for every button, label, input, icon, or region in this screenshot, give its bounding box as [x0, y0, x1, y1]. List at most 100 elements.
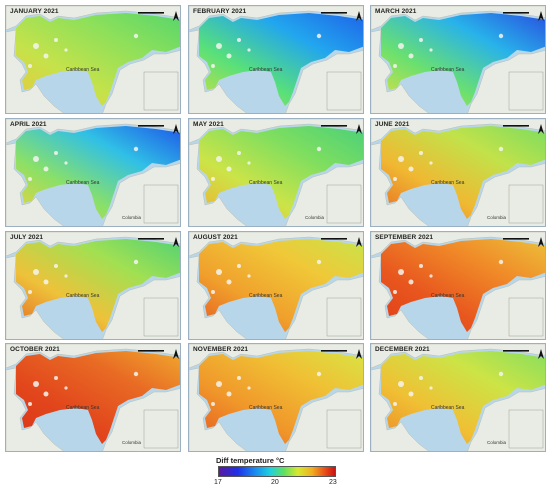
- island-speckle: [419, 264, 423, 268]
- temperature-field: [199, 126, 363, 219]
- island-speckle: [33, 269, 39, 275]
- land-mass: [189, 367, 247, 451]
- map-panel: JUNE 2021 Caribbean Sea Colombia: [370, 118, 546, 227]
- land-mass: [102, 276, 180, 339]
- island-speckle: [133, 259, 139, 265]
- panel-title: AUGUST 2021: [193, 234, 238, 241]
- island-speckle: [64, 48, 68, 52]
- sea-label: Caribbean Sea: [66, 67, 100, 73]
- island-speckle: [408, 53, 414, 59]
- scale-bar: [321, 125, 347, 127]
- island-speckle: [211, 290, 215, 294]
- map-panel: SEPTEMBER 2021 Caribbean Sea: [370, 231, 546, 340]
- inset-box: [143, 409, 179, 449]
- legend-title: Diff temperature °C: [216, 456, 285, 465]
- island-speckle: [247, 48, 251, 52]
- north-arrow-icon: [173, 124, 179, 134]
- scale-bar: [321, 12, 347, 14]
- north-arrow-icon: [356, 237, 362, 247]
- temperature-field: [199, 239, 363, 332]
- island-speckle: [247, 161, 251, 165]
- island-speckle: [316, 33, 322, 39]
- sea-label: Caribbean Sea: [431, 405, 465, 411]
- sea-label: Caribbean Sea: [431, 293, 465, 299]
- island-speckle: [28, 177, 32, 181]
- panel-title: JULY 2021: [10, 234, 44, 241]
- land-mass: [102, 163, 180, 226]
- land-mass: [467, 50, 545, 113]
- island-speckle: [398, 156, 404, 162]
- island-speckle: [54, 38, 58, 42]
- island-speckle: [419, 151, 423, 155]
- temperature-field: [199, 13, 363, 106]
- sea-label: Caribbean Sea: [249, 67, 283, 73]
- sst-map-svg: [189, 119, 363, 226]
- country-label: Colombia: [122, 440, 142, 445]
- island-speckle: [226, 279, 232, 285]
- island-speckle: [64, 274, 68, 278]
- land-mass: [467, 276, 545, 339]
- land-mass: [371, 367, 429, 451]
- map-panel: NOVEMBER 2021 Caribbean Sea: [188, 343, 364, 452]
- inset-box: [326, 297, 362, 337]
- island-speckle: [33, 156, 39, 162]
- land-mass: [285, 163, 363, 226]
- island-speckle: [133, 33, 139, 39]
- island-speckle: [211, 177, 215, 181]
- panel-title: DECEMBER 2021: [375, 346, 430, 353]
- north-arrow-icon: [356, 349, 362, 359]
- island-speckle: [211, 64, 215, 68]
- map-panel: FEBRUARY 2021 Caribbean Sea: [188, 5, 364, 114]
- sea-label: Caribbean Sea: [249, 405, 283, 411]
- island-speckle: [64, 386, 68, 390]
- temperature-field: [16, 126, 180, 219]
- island-speckle: [398, 381, 404, 387]
- island-speckle: [408, 166, 414, 172]
- north-arrow-icon: [538, 11, 544, 21]
- land-mass: [6, 255, 64, 339]
- scale-bar: [138, 350, 164, 352]
- panel-title: FEBRUARY 2021: [193, 8, 247, 15]
- land-mass: [6, 367, 64, 451]
- scale-bar: [503, 350, 529, 352]
- scale-bar: [503, 12, 529, 14]
- inset-box: [143, 184, 179, 224]
- temperature-field: [16, 239, 180, 332]
- island-speckle: [43, 391, 49, 397]
- inset-box: [508, 297, 544, 337]
- sst-map-svg: [6, 344, 180, 451]
- inset-box: [508, 71, 544, 111]
- island-speckle: [133, 371, 139, 377]
- island-speckle: [43, 53, 49, 59]
- legend-colorbar: [218, 466, 336, 477]
- island-speckle: [33, 381, 39, 387]
- inset-box: [508, 409, 544, 449]
- island-speckle: [216, 381, 222, 387]
- map-panel: APRIL 2021 Caribbean Sea Colombia: [5, 118, 181, 227]
- land-mass: [6, 142, 64, 226]
- island-speckle: [133, 146, 139, 152]
- island-speckle: [33, 43, 39, 49]
- island-speckle: [226, 391, 232, 397]
- island-speckle: [398, 269, 404, 275]
- island-speckle: [28, 64, 32, 68]
- island-speckle: [216, 156, 222, 162]
- land-mass: [285, 276, 363, 339]
- island-speckle: [226, 53, 232, 59]
- island-speckle: [43, 166, 49, 172]
- sst-map-svg: [189, 344, 363, 451]
- north-arrow-icon: [538, 237, 544, 247]
- inset-box: [143, 71, 179, 111]
- island-speckle: [316, 259, 322, 265]
- land-mass: [6, 29, 64, 113]
- island-speckle: [28, 402, 32, 406]
- island-speckle: [498, 146, 504, 152]
- island-speckle: [54, 376, 58, 380]
- island-speckle: [429, 274, 433, 278]
- sst-map-svg: [6, 232, 180, 339]
- island-speckle: [43, 279, 49, 285]
- land-mass: [285, 388, 363, 451]
- north-arrow-icon: [538, 349, 544, 359]
- panel-title: JUNE 2021: [375, 121, 410, 128]
- island-speckle: [316, 371, 322, 377]
